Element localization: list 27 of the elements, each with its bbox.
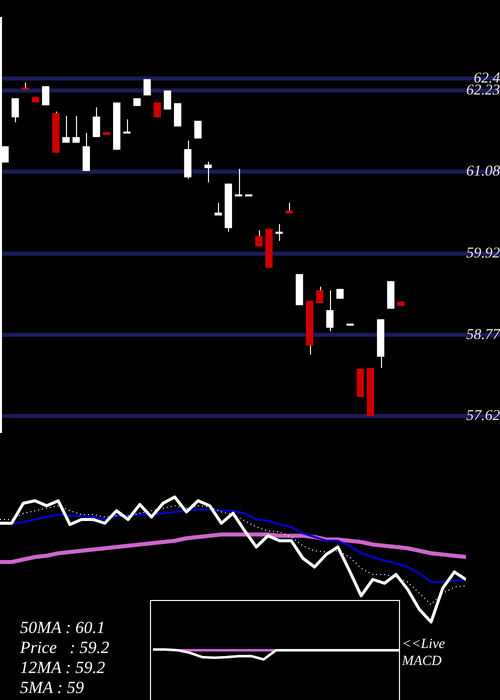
candlestick xyxy=(62,115,70,144)
candlestick xyxy=(12,98,19,123)
candlestick xyxy=(174,102,182,127)
candlestick xyxy=(275,223,283,242)
candlestick xyxy=(214,202,222,216)
candlestick xyxy=(42,86,50,106)
candlestick xyxy=(154,102,161,118)
candlestick xyxy=(194,120,202,139)
annotation: 50MA : 60.1 xyxy=(20,618,106,638)
candlestick xyxy=(92,106,100,138)
candlestick xyxy=(123,118,131,134)
y-tick-label: 62.23 xyxy=(466,82,500,98)
candlestick xyxy=(204,161,212,183)
candlestick xyxy=(72,115,80,144)
y-tick-label: 59.92 xyxy=(466,246,500,262)
text: Price : 59.2 xyxy=(20,638,110,658)
annotation: <<Live MACD xyxy=(402,636,446,670)
y-tick-label: 61.08 xyxy=(466,164,500,180)
candlestick xyxy=(234,168,242,197)
candlestick xyxy=(286,202,293,214)
candlestick xyxy=(144,78,151,96)
y-tick-label: 57.62 xyxy=(466,408,500,424)
candlestick xyxy=(316,286,324,304)
text: 12MA : 59.2 xyxy=(20,658,106,678)
text: 5MA : 59 xyxy=(20,678,84,698)
candlestick xyxy=(326,290,334,332)
candlestick xyxy=(255,230,262,248)
